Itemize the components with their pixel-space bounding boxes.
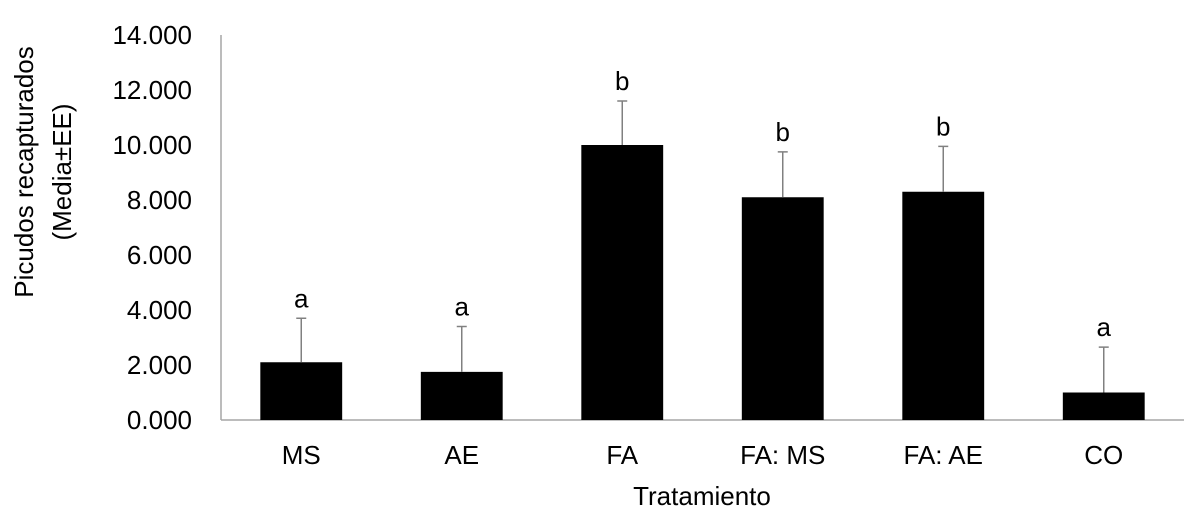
y-axis-title-line2: (Media±EE) [47,103,77,240]
bar [1062,392,1145,420]
y-tick-label: 0.000 [127,405,192,435]
error-bar [456,325,467,372]
category-label: AE [444,440,479,470]
category-label: MS [282,440,321,470]
category-label: FA: MS [740,440,825,470]
significance-label: a [294,283,309,313]
category-labels: MS AE FA FA: MS FA: AE CO [282,440,1124,470]
y-axis-title-line1: Picudos recapturados [9,46,39,297]
category-label: CO [1084,440,1123,470]
significance-label: b [776,117,790,147]
significance-labels: a a b b b a [294,66,1112,342]
category-label: FA [606,440,638,470]
x-axis-title: Tratamiento [633,481,771,511]
error-bars [296,100,1109,393]
error-bar [938,145,949,192]
significance-label: b [936,111,950,141]
bar [420,371,503,420]
y-tick-label: 4.000 [127,295,192,325]
error-bar [1098,346,1109,393]
significance-label: b [615,66,629,96]
y-tick-labels: 0.000 2.000 4.000 6.000 8.000 10.000 12.000 14.… [112,20,192,435]
bar [902,191,985,420]
y-tick-label: 12.000 [112,75,192,105]
y-tick-label: 14.000 [112,20,192,50]
bar [741,197,824,420]
y-tick-label: 10.000 [112,130,192,160]
y-tick-label: 2.000 [127,350,192,380]
y-tick-label: 8.000 [127,185,192,215]
y-tick-label: 6.000 [127,240,192,270]
category-label: FA: AE [904,440,984,470]
significance-label: a [455,292,470,322]
error-bar [617,100,628,145]
bar [581,145,664,420]
error-bar [296,317,307,363]
bars [260,145,1145,420]
significance-label: a [1097,312,1112,342]
bar [260,362,343,420]
y-axis-title: Picudos recapturados (Media±EE) [9,46,77,297]
error-bar [777,151,788,198]
